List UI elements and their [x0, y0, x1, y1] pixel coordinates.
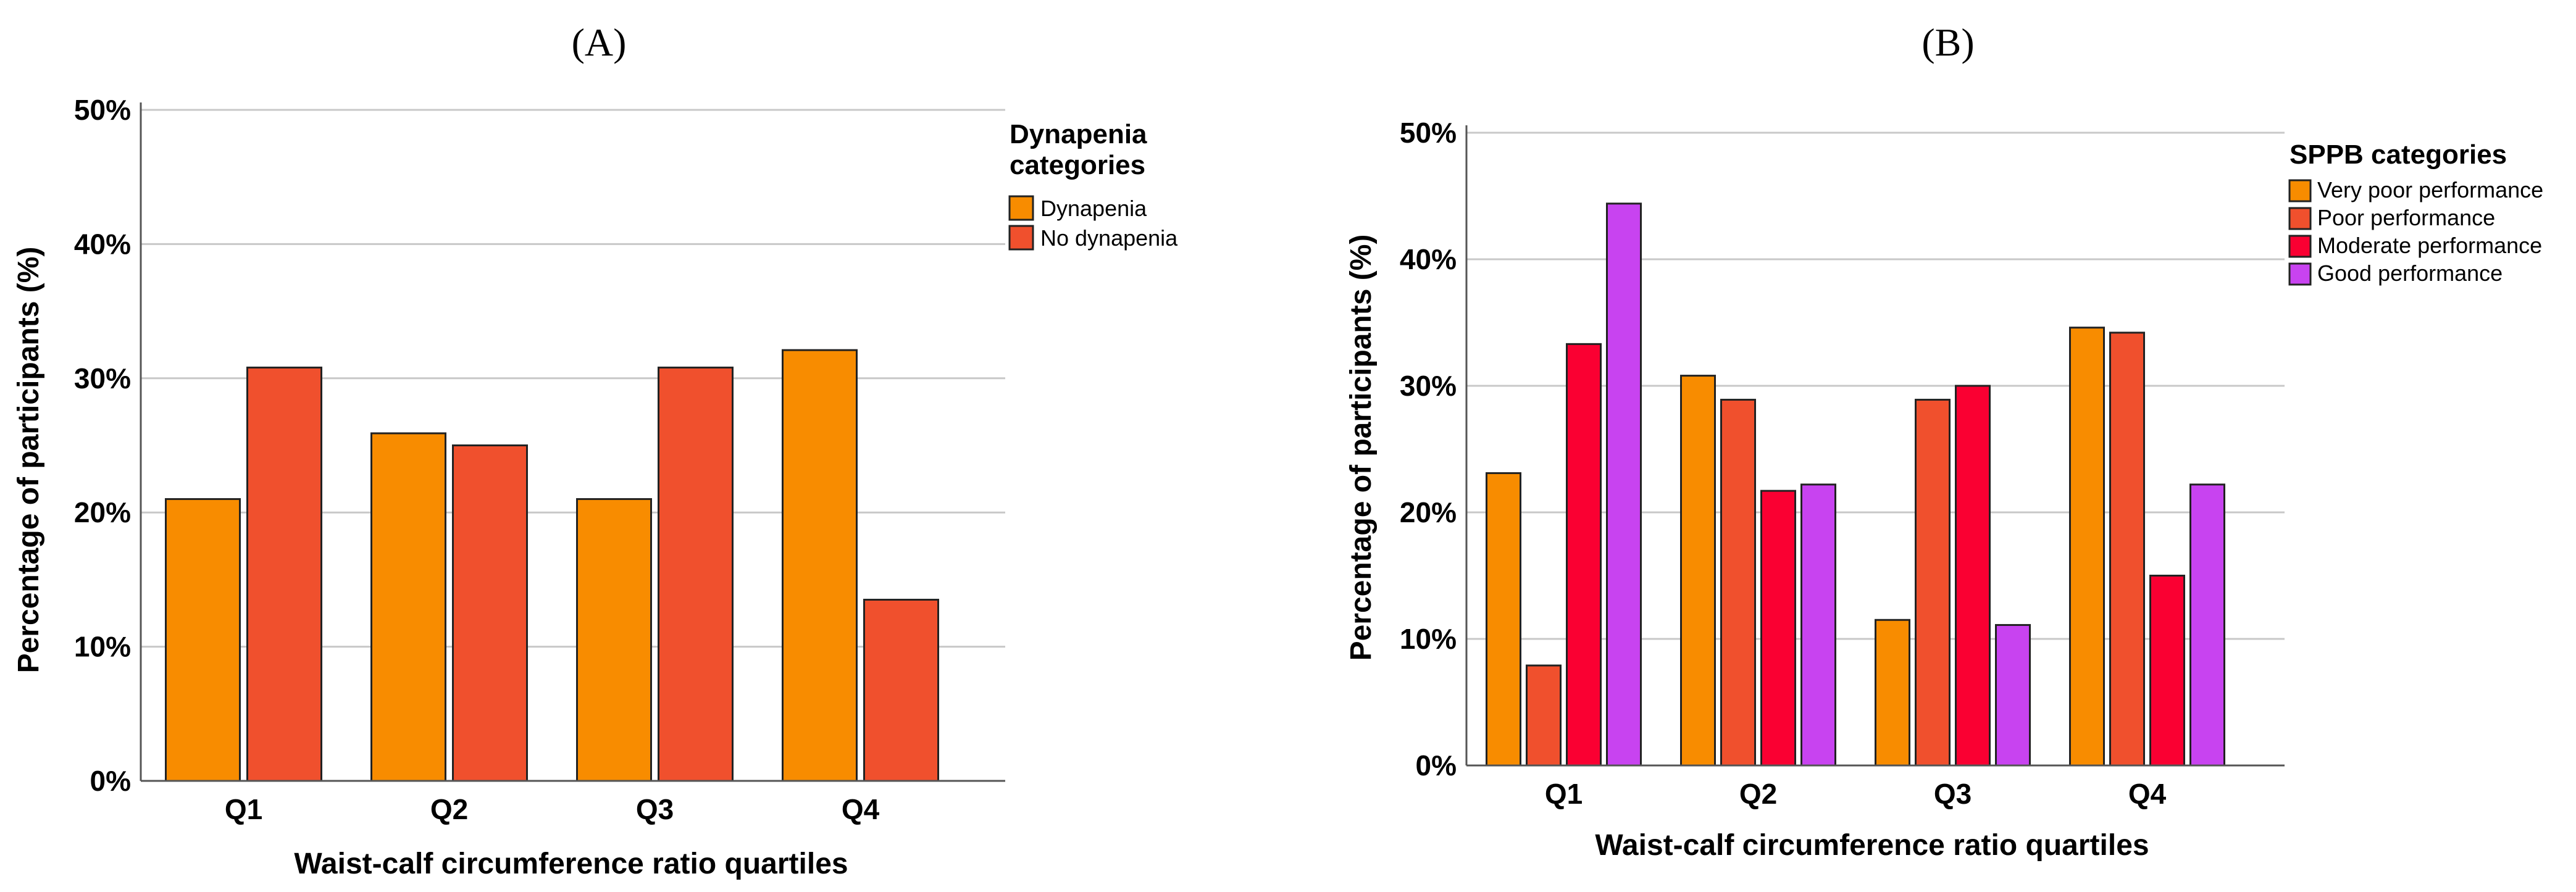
bar-q2-series-1 [370, 432, 446, 782]
bar-q1-series-1 [165, 498, 241, 782]
x-tick-label: Q3 [1934, 778, 1972, 810]
bar-q1-series-4 [1606, 202, 1642, 767]
bar-q1-series-1 [1486, 472, 1521, 767]
chart-panel-b: (B) 0% 10% 20% 30% 40% 50% Q1 Q2 Q3 Q4 Waist-cal… [1345, 20, 2543, 862]
bar-q3-series-3 [1955, 385, 1991, 767]
x-tick-label: Q4 [842, 793, 880, 825]
bar-q4-series-2 [2109, 331, 2145, 767]
y-tick-label: 30% [74, 362, 131, 394]
y-ticks-b: 0% 10% 20% 30% 40% 50% [1400, 117, 1457, 782]
y-tick-label: 0% [1416, 749, 1457, 782]
gridlines-b [1466, 131, 2285, 640]
bar-q2-series-4 [1800, 483, 1836, 767]
bar-q3-series-1 [1875, 619, 1910, 767]
legend-swatch [1008, 225, 1034, 251]
legend-entry-label: Good performance [2317, 261, 2503, 286]
legend-entry-label: Very poor performance [2317, 177, 2543, 202]
legend-b: SPPB categories Very poor performance Poor… [2288, 140, 2543, 286]
y-tick-label: 20% [1400, 496, 1457, 528]
x-tick-label: Q1 [1545, 778, 1583, 810]
x-tick-label: Q4 [2128, 778, 2167, 810]
legend-entry-label: Dynapenia [1040, 196, 1147, 221]
legend-entry-label: Poor performance [2317, 205, 2495, 230]
x-ticks-b: Q1 Q2 Q3 Q4 [1545, 778, 2167, 810]
y-tick-label: 40% [1400, 243, 1457, 275]
y-ticks-a: 0% 10% 20% 30% 40% 50% [74, 94, 131, 797]
axes-a [140, 102, 1005, 782]
bar-q3-series-1 [576, 498, 652, 782]
legend-title-b: SPPB categories [2290, 140, 2507, 170]
legend-swatch [1008, 195, 1034, 221]
bar-q2-series-1 [1680, 375, 1716, 767]
legend-swatch [2288, 235, 2312, 258]
bar-q4-series-2 [863, 599, 939, 782]
bar-q4-series-1 [2069, 327, 2105, 767]
axes-b [1465, 125, 2285, 767]
legend-swatch [2288, 179, 2312, 202]
bar-q4-series-3 [2149, 575, 2185, 767]
bar-q3-series-4 [1995, 623, 2031, 767]
bar-q3-series-2 [658, 366, 734, 782]
y-tick-label: 30% [1400, 370, 1457, 402]
bar-q4-series-1 [782, 349, 858, 782]
x-axis-title-b: Waist-calf circumference ratio quartiles [1595, 829, 2149, 862]
bars-b [1486, 202, 2225, 767]
x-tick-label: Q1 [225, 793, 262, 825]
legend-entry-label: Moderate performance [2317, 233, 2542, 258]
bar-q2-series-3 [1760, 490, 1796, 767]
y-tick-label: 50% [74, 94, 131, 126]
chart-panel-a: (A) 0% 10% 20% 30% 40% 50% Q1 Q2 Q3 Q4 Waist-cal… [12, 20, 1178, 880]
x-tick-label: Q2 [430, 793, 468, 825]
y-tick-label: 10% [74, 631, 131, 663]
legend-entry-label: No dynapenia [1040, 225, 1178, 251]
x-tick-label: Q2 [1739, 778, 1777, 810]
x-ticks-a: Q1 Q2 Q3 Q4 [225, 793, 880, 825]
panel-label-b: (B) [1922, 20, 1974, 64]
y-tick-label: 50% [1400, 117, 1457, 149]
y-tick-label: 20% [74, 496, 131, 528]
legend-title-a: categories [1010, 150, 1145, 180]
panel-label-a: (A) [572, 20, 627, 64]
bar-q2-series-2 [1720, 399, 1756, 767]
x-tick-label: Q3 [636, 793, 674, 825]
bar-q2-series-2 [452, 444, 528, 782]
bar-q1-series-2 [246, 366, 322, 782]
bar-q1-series-2 [1526, 664, 1562, 767]
y-axis-title-b: Percentage of participants (%) [1345, 235, 1378, 661]
bar-q4-series-4 [2189, 483, 2225, 767]
x-axis-title-a: Waist-calf circumference ratio quartiles [294, 848, 848, 880]
legend-swatch [2288, 207, 2312, 230]
legend-swatch [2288, 262, 2312, 286]
y-axis-title-a: Percentage of participants (%) [12, 247, 45, 673]
bar-q3-series-2 [1915, 399, 1951, 767]
bars-a [165, 349, 939, 782]
legend-title-a: Dynapenia [1010, 119, 1147, 149]
y-tick-label: 40% [74, 228, 131, 260]
y-tick-label: 10% [1400, 623, 1457, 655]
y-tick-label: 0% [90, 765, 131, 797]
bar-q1-series-3 [1566, 343, 1602, 767]
